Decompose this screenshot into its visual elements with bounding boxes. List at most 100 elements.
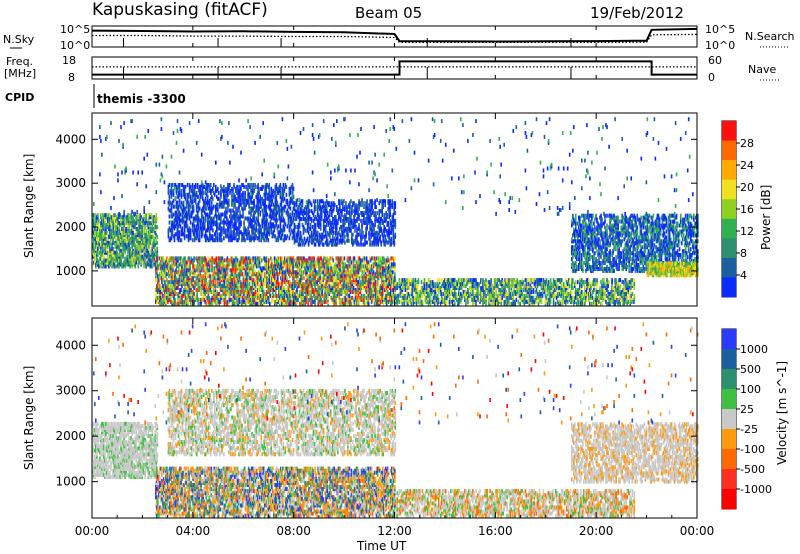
cell-924: [154, 231, 157, 235]
cell-1056: [176, 200, 179, 205]
cell-1179: [188, 226, 191, 231]
cell-2784: [354, 209, 356, 214]
cell-1115: [182, 208, 185, 213]
cell-1138: [184, 220, 187, 225]
cell-2034: [267, 230, 270, 235]
cell-2832: [360, 232, 362, 237]
cell-1434: [211, 210, 213, 215]
cell-2604: [332, 240, 334, 245]
cell-1384: [207, 212, 209, 217]
cell-1053: [176, 214, 179, 219]
cell-1542: [223, 218, 225, 223]
cell-1086: [179, 238, 182, 243]
cell-1372: [205, 212, 208, 217]
cell-439: [121, 238, 123, 243]
cell-2575: [329, 240, 331, 245]
cell-80: [97, 234, 99, 239]
cell-1517: [220, 212, 222, 217]
cell-495: [125, 244, 127, 249]
cell-3025: [383, 213, 385, 217]
cell-3632: [197, 297, 199, 302]
cell-126: [101, 260, 103, 265]
cell-2700: [343, 215, 345, 219]
cell-4: [92, 242, 94, 247]
cell-2515: [320, 215, 323, 219]
cell-1817: [249, 224, 251, 229]
cell-2302: [295, 236, 298, 241]
cell-2876: [366, 222, 368, 227]
cell-1935: [259, 230, 261, 235]
cell-178: [104, 258, 106, 263]
cell-2065: [270, 222, 273, 227]
cell-1493: [218, 226, 220, 231]
cell-894: [152, 240, 155, 245]
cell-3596: [193, 292, 195, 296]
cell-2391: [306, 217, 309, 221]
cell-2201: [282, 183, 285, 187]
cell-2612: [332, 203, 334, 208]
cell-564: [129, 221, 131, 226]
cell-1181: [188, 212, 191, 217]
cell-2495: [318, 215, 321, 219]
cell-2701: [343, 207, 345, 212]
cell-1265: [196, 232, 199, 237]
cell-2901: [369, 242, 371, 247]
cell-2223: [285, 184, 288, 189]
cell-1905: [256, 196, 258, 201]
cell-1241: [194, 236, 197, 241]
cell-1467: [215, 208, 217, 213]
cell-1566: [225, 198, 227, 203]
cell-310: [112, 233, 114, 237]
cell-2743: [349, 205, 351, 210]
cell-1706: [238, 226, 240, 231]
cell-2517: [320, 207, 323, 212]
cell-2650: [337, 207, 339, 212]
cell-2060: [269, 198, 272, 203]
cell-284: [111, 262, 113, 267]
cell-104: [99, 242, 101, 247]
cell-742: [141, 225, 143, 230]
cell-1781: [245, 216, 247, 221]
frequency-panel: Freq. [MHz] 18 8 60 0 Nave: [4, 54, 780, 84]
cell-212: [106, 240, 108, 245]
cell-78: [97, 246, 99, 251]
cell-1111: [182, 232, 185, 237]
cell-1997: [264, 200, 266, 205]
cell-72: [96, 215, 98, 220]
cell-1108: [181, 208, 184, 213]
cell-1623: [231, 230, 233, 235]
cell-2370: [303, 226, 306, 231]
cell-1465: [215, 220, 217, 225]
cell-374: [117, 254, 119, 259]
cell-888: [151, 217, 154, 222]
cell-4557: [274, 256, 276, 261]
cell-1032: [175, 232, 178, 237]
cell-116: [100, 242, 102, 247]
cell-2072: [270, 192, 273, 197]
cell-2191: [282, 238, 285, 243]
cell-138: [101, 221, 103, 226]
cell-2254: [289, 190, 292, 195]
cell-4823: [295, 280, 297, 285]
cell-96: [98, 229, 100, 233]
cell-2675: [341, 238, 343, 243]
cell-359: [116, 250, 118, 255]
cell-1888: [254, 210, 256, 215]
cell-2855: [363, 201, 365, 206]
cell-2196: [282, 206, 285, 211]
cell-1771: [244, 226, 246, 231]
cell-1189: [189, 232, 192, 237]
cell-2654: [338, 209, 340, 214]
cell-2378: [304, 217, 307, 221]
cell-273: [110, 248, 112, 253]
cell-1717: [239, 224, 241, 229]
cell-2568: [327, 242, 330, 247]
cell-1088: [179, 218, 182, 223]
cell-648: [135, 221, 137, 226]
cell-1973: [262, 184, 264, 189]
cell-2202: [283, 238, 286, 243]
cell-3027: [384, 242, 386, 247]
cell-584: [131, 252, 133, 257]
cell-2203: [283, 234, 286, 239]
cell-2324: [297, 215, 300, 219]
